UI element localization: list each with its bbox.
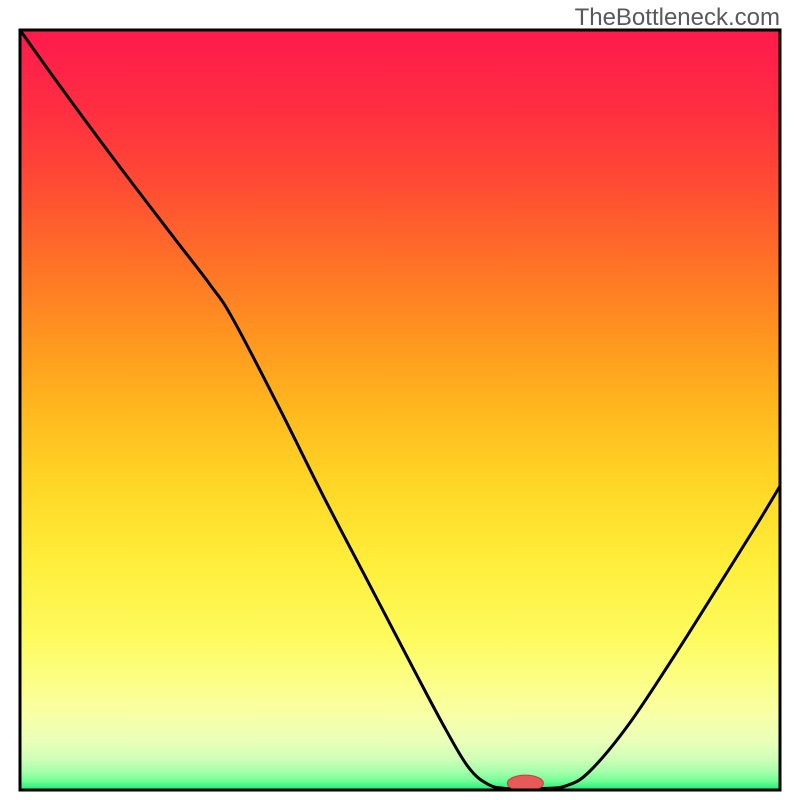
bottleneck-curve-chart: [0, 0, 800, 800]
plot-background: [20, 30, 780, 790]
chart-frame: TheBottleneck.com: [0, 0, 800, 800]
